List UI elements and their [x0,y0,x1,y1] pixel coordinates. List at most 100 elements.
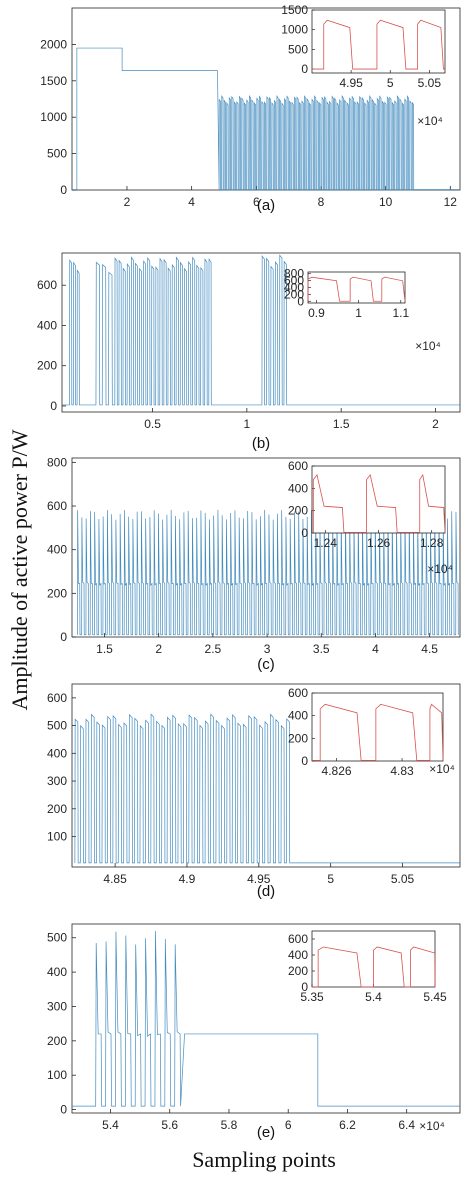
y-tick-label: 1500 [40,74,67,88]
inset-x-tick-label: 5.4 [365,990,382,1004]
y-tick-label: 200 [37,359,57,373]
inset-series-line [312,946,436,988]
x-tick-label: 6 [285,1118,292,1132]
series-line [72,47,460,191]
inset-series-line [307,276,406,302]
y-tick-label: 800 [47,455,67,469]
figure-x-axis-label: Sampling points [192,1147,336,1172]
inset-y-tick-label: 0 [301,980,308,994]
inset-y-tick-label: 200 [288,964,308,978]
inset-chart: 1.24 1.26 1.28 0 200 400 600 [288,459,446,550]
inset-y-tick-label: 200 [288,504,308,518]
x-tick-label: 2 [124,195,131,209]
y-tick-label: 600 [47,691,67,705]
x-exponent-label: ×10⁴ [415,339,441,353]
inset-y-tick-label: 400 [284,281,304,295]
x-tick-label: 5.05 [391,872,415,886]
inset-plot-area [311,9,446,74]
inset-y-tick-label: 0 [301,754,308,768]
x-tick-label: 5.4 [102,1118,119,1132]
inset-y-tick-label: 0 [301,62,308,76]
y-tick-label: 0 [60,630,67,644]
inset-x-tick-label: 1.24 [314,536,338,550]
inset-x-tick-label: 1 [355,306,362,320]
inset-series-line [312,703,444,761]
inset-y-tick-label: 200 [288,731,308,745]
inset-series-line [312,473,446,533]
inset-y-tick-label: 0 [301,526,308,540]
x-tick-label: 6.4 [398,1118,415,1132]
inset-y-tick-label: 200 [284,287,304,301]
panel-label: (c) [257,656,275,673]
series-line [62,254,460,406]
x-tick-label: 5.8 [221,1118,238,1132]
x-tick-label: 8 [318,195,325,209]
x-tick-label: 3.5 [313,642,330,656]
inset-y-tick-label: 400 [288,481,308,495]
x-exponent-label: ×10⁴ [427,562,453,576]
inset-y-tick-label: 600 [288,686,308,700]
y-tick-label: 400 [47,965,67,979]
y-tick-label: 0 [60,1103,67,1117]
inset-series-line [312,19,445,70]
y-tick-label: 300 [47,774,67,788]
inset-x-tick-label: 4.95 [339,76,363,90]
inset-y-tick-label: 1500 [281,3,308,17]
y-tick-label: 200 [47,802,67,816]
x-tick-label: 2.5 [205,642,222,656]
inset-x-tick-label: 5 [387,76,394,90]
y-tick-label: 200 [47,586,67,600]
y-tick-label: 100 [47,1068,67,1082]
chart-panel-1: 2 4 6 8 10 12 0 500 1000 1500 2000 ×10⁴ (a) 4.95 5 5.05… [40,3,461,214]
y-tick-label: 0 [50,399,57,413]
series-line [77,509,459,636]
y-tick-label: 400 [47,746,67,760]
x-tick-label: 1.5 [96,642,113,656]
inset-chart: 4.95 5 5.05 0 500 1000 1500 [281,3,446,90]
x-tick-label: 4.85 [103,872,127,886]
x-tick-label: 4 [188,195,195,209]
y-tick-label: 500 [47,931,67,945]
x-tick-label: 12 [444,195,458,209]
inset-y-tick-label: 400 [288,948,308,962]
x-exponent-label: ×10⁴ [429,762,455,776]
x-exponent-label: ×10⁴ [417,114,443,128]
inset-x-tick-label: 0.9 [308,306,325,320]
inset-y-tick-label: 600 [288,459,308,473]
y-tick-label: 300 [47,999,67,1013]
x-tick-label: 0.5 [144,417,161,431]
y-tick-label: 0 [60,183,67,197]
y-tick-label: 600 [47,499,67,513]
panel-label: (d) [257,883,275,900]
inset-x-tick-label: 5.35 [300,990,324,1004]
panel-label: (b) [252,435,270,452]
x-tick-label: 6.2 [339,1118,356,1132]
y-tick-label: 500 [47,147,67,161]
inset-x-tick-label: 4.83 [390,764,414,778]
y-tick-label: 100 [47,830,67,844]
x-tick-label: 4 [372,642,379,656]
y-tick-label: 500 [47,719,67,733]
inset-chart: 4.826 4.83 0 200 400 600 [288,686,444,778]
y-tick-label: 1000 [40,110,67,124]
figure-y-axis-label: Amplitude of active power P/W [7,429,32,710]
inset-plot-area [311,465,446,534]
series-line [74,713,460,864]
inset-y-tick-label: 1000 [281,23,308,37]
y-tick-label: 2000 [40,37,67,51]
inset-y-tick-label: 0 [297,294,304,308]
x-tick-label: 2 [432,417,439,431]
y-tick-label: 600 [37,278,57,292]
inset-x-tick-label: 4.826 [322,764,352,778]
inset-plot-area [311,692,444,762]
x-tick-label: 6 [253,195,260,209]
y-tick-label: 200 [47,1034,67,1048]
inset-x-tick-label: 1.26 [367,536,391,550]
inset-x-tick-label: 5.45 [423,990,447,1004]
panel-label: (a) [257,197,275,214]
y-tick-label: 400 [47,543,67,557]
